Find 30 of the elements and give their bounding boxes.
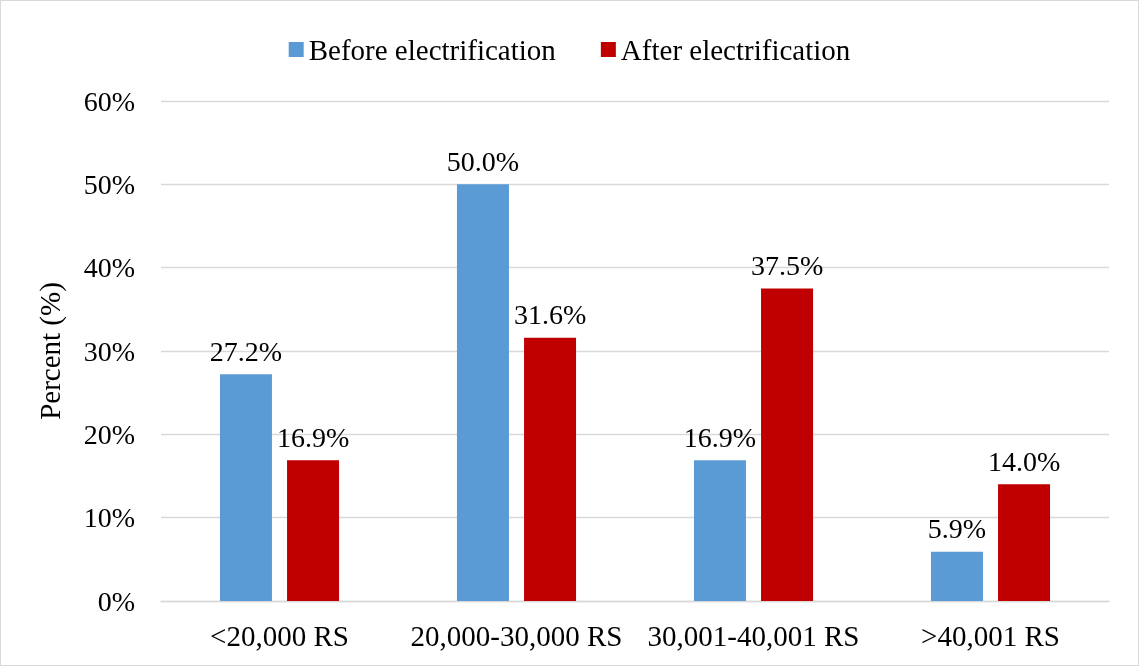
x-tick-label: 30,001-40,001 RS (647, 619, 860, 652)
data-label: 37.5% (750, 250, 824, 281)
bar (761, 288, 814, 601)
x-tick-label: >40,001 RS (921, 619, 1060, 652)
data-label: 14.0% (987, 445, 1061, 477)
y-tick-label: 10% (83, 502, 135, 534)
legend-label: Before electrification (308, 33, 557, 66)
bar (998, 484, 1051, 601)
data-label: 16.9% (276, 421, 350, 453)
y-tick-label: 50% (83, 168, 135, 200)
y-tick-label: 30% (83, 335, 135, 367)
x-tick-label: <20,000 RS (210, 619, 349, 652)
data-label: 31.6% (513, 299, 587, 331)
y-tick-label: 60% (83, 85, 135, 117)
y-tick-label: 0% (97, 585, 135, 617)
bar (524, 337, 577, 601)
bar (693, 460, 746, 601)
data-label: 5.9% (927, 513, 987, 545)
bar (219, 374, 272, 601)
data-label: 16.9% (683, 421, 757, 453)
bar (456, 184, 509, 601)
data-label: 27.2% (209, 335, 283, 367)
legend-label: After electrification (620, 33, 851, 66)
data-label: 50.0% (446, 145, 520, 177)
y-tick-label: 40% (83, 252, 135, 284)
bar (287, 460, 340, 601)
y-tick-label: 20% (83, 418, 135, 450)
y-axis-title: Percent (%) (33, 282, 67, 420)
x-tick-label: 20,000-30,000 RS (410, 619, 623, 652)
bar (930, 551, 983, 601)
